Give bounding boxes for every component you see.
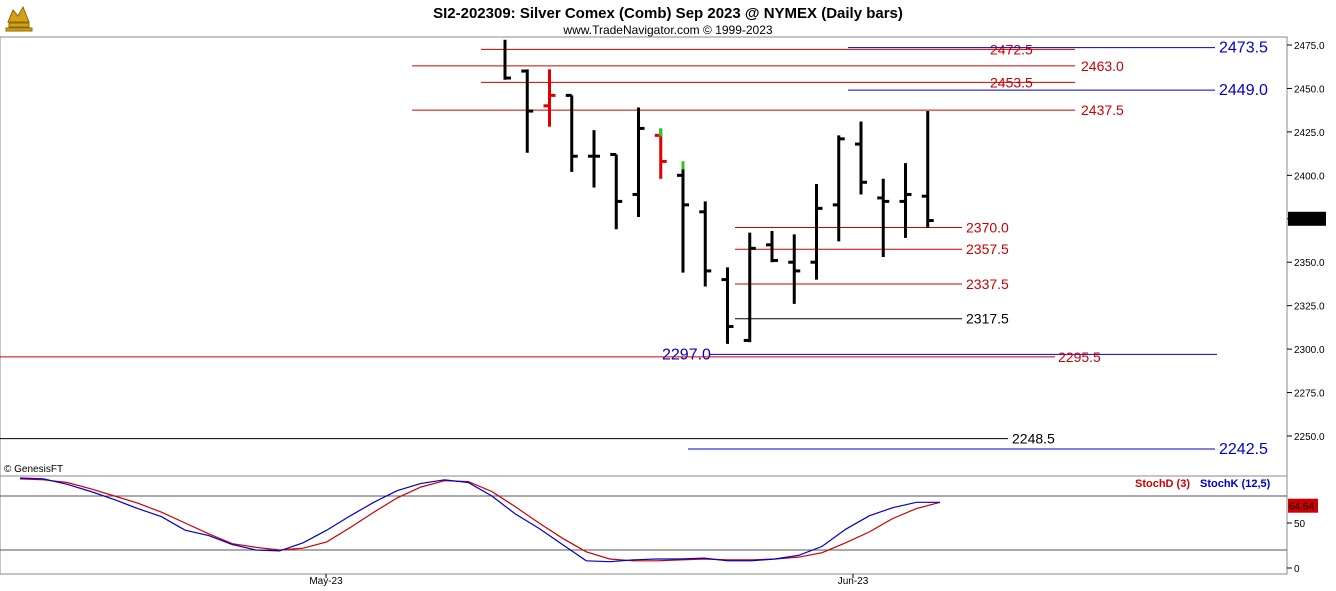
- level-label-2337.5: 2337.5: [966, 276, 1009, 292]
- logo: [5, 2, 33, 32]
- stoch-series-line: [19, 478, 941, 562]
- stoch-last-label: 64.64: [1289, 502, 1314, 513]
- ohlc-bars: [503, 39, 934, 344]
- level-label-2295.5: 2295.5: [1058, 349, 1101, 365]
- price-tick-label: 2475.0: [1294, 41, 1325, 52]
- stoch-d-legend: StochD (3): [1135, 478, 1190, 490]
- price-axis-ticks: 2475.0 2450.0 2425.0 2400.0 2375.0 2350.0 2325…: [1287, 41, 1326, 443]
- level-label-2463.0: 2463.0: [1081, 58, 1124, 74]
- price-tick-label: 2275.0: [1294, 389, 1325, 400]
- date-label: Jun-23: [838, 576, 869, 587]
- stoch-k-legend: StochK (12,5): [1200, 478, 1271, 490]
- price-tick-label: 2450.0: [1294, 84, 1325, 95]
- level-label-2472.5: 2472.5: [990, 41, 1033, 57]
- level-label-2449.0: 2449.0: [1219, 82, 1268, 99]
- chart-subtitle: www.TradeNavigator.com © 1999-2023: [562, 23, 772, 37]
- date-label: May-23: [309, 576, 343, 587]
- price-tick-label: 2250.0: [1294, 432, 1325, 443]
- level-label-2248.5: 2248.5: [1012, 431, 1055, 447]
- bull-trophy-icon: [5, 2, 33, 32]
- level-label-2317.5: 2317.5: [966, 311, 1009, 327]
- stochastic-lines: [0, 477, 1287, 563]
- chart-title: SI2-202309: Silver Comex (Comb) Sep 2023…: [433, 5, 903, 22]
- level-label-2437.5: 2437.5: [1081, 102, 1124, 118]
- price-tick-label: 2350.0: [1294, 258, 1325, 269]
- price-tick-label: 2400.0: [1294, 171, 1325, 182]
- stoch-axis-ticks: 50 0 64.64: [1287, 498, 1318, 575]
- level-lines: 2472.5 2473.5 2463.0 2453.5 2449.0 2437.5 2370…: [0, 40, 1268, 458]
- price-tick-label: 2325.0: [1294, 302, 1325, 313]
- level-label-2297.0: 2297.0: [662, 346, 711, 363]
- level-label-2453.5: 2453.5: [990, 74, 1033, 90]
- price-tick-label: 2300.0: [1294, 345, 1325, 356]
- level-label-2370.0: 2370.0: [966, 219, 1009, 235]
- stoch-tick-label: 50: [1294, 519, 1306, 530]
- level-label-2357.5: 2357.5: [966, 241, 1009, 257]
- level-label-2473.5: 2473.5: [1219, 40, 1268, 57]
- copyright-label: © GenesisFT: [4, 464, 63, 475]
- date-axis-labels: May-23 Jun-23: [309, 574, 869, 587]
- last-price-badge: [1288, 211, 1326, 226]
- stoch-last-badge: [1288, 498, 1318, 513]
- level-label-2242.5: 2242.5: [1219, 441, 1268, 458]
- price-tick-label: 2425.0: [1294, 128, 1325, 139]
- last-price-label: 2375.0: [1290, 215, 1321, 226]
- stoch-series-line: [19, 477, 940, 563]
- stoch-tick-label: 0: [1294, 564, 1300, 575]
